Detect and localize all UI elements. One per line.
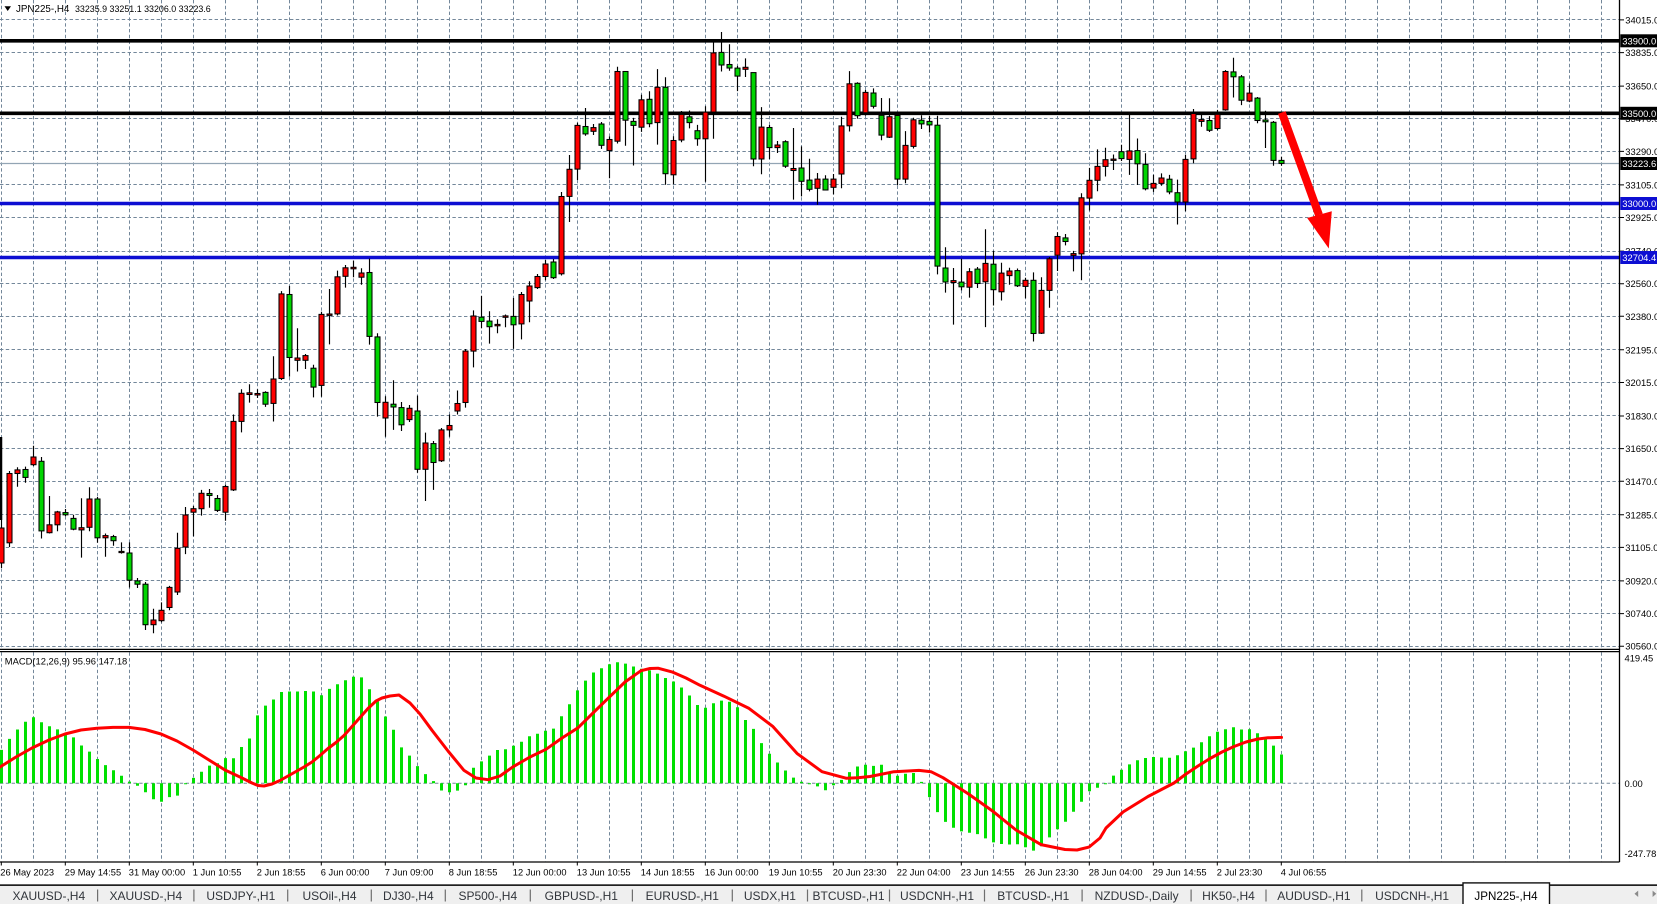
- svg-text:33650.0: 33650.0: [1625, 81, 1657, 92]
- svg-text:8 Jun 18:55: 8 Jun 18:55: [449, 867, 498, 877]
- svg-text:USDCNH-,H1: USDCNH-,H1: [1375, 889, 1449, 903]
- svg-text:16 Jun 00:00: 16 Jun 00:00: [705, 867, 759, 877]
- svg-text:32015.0: 32015.0: [1625, 377, 1657, 388]
- svg-text:33500.0: 33500.0: [1622, 108, 1656, 119]
- svg-text:32195.0: 32195.0: [1625, 344, 1657, 355]
- svg-text:20 Jun 23:30: 20 Jun 23:30: [833, 867, 887, 877]
- svg-text:MACD(12,26,9) 95.96 147.18: MACD(12,26,9) 95.96 147.18: [5, 656, 127, 667]
- svg-text:33223.6: 33223.6: [1622, 158, 1656, 169]
- svg-text:30920.0: 30920.0: [1625, 575, 1657, 586]
- svg-text:32704.4: 32704.4: [1622, 252, 1656, 263]
- svg-text:31830.0: 31830.0: [1625, 411, 1657, 422]
- svg-text:22 Jun 04:00: 22 Jun 04:00: [897, 867, 951, 877]
- svg-text:31285.0: 31285.0: [1625, 509, 1657, 520]
- svg-text:NZDUSD-,Daily: NZDUSD-,Daily: [1095, 889, 1179, 903]
- svg-text:USOil-,H4: USOil-,H4: [302, 889, 356, 903]
- svg-text:USDX,H1: USDX,H1: [744, 889, 796, 903]
- svg-text:USDCNH-,H1: USDCNH-,H1: [900, 889, 974, 903]
- svg-text:33000.0: 33000.0: [1622, 198, 1656, 209]
- svg-text:-247.78: -247.78: [1625, 848, 1657, 859]
- svg-text:32380.0: 32380.0: [1625, 311, 1657, 322]
- svg-text:SP500-,H4: SP500-,H4: [458, 889, 517, 903]
- svg-text:33290.0: 33290.0: [1625, 146, 1657, 157]
- svg-text:30560.0: 30560.0: [1625, 641, 1657, 652]
- svg-text:EURUSD-,H1: EURUSD-,H1: [646, 889, 720, 903]
- svg-text:31105.0: 31105.0: [1625, 542, 1657, 553]
- svg-text:31650.0: 31650.0: [1625, 443, 1657, 454]
- svg-text:34015.0: 34015.0: [1625, 14, 1657, 25]
- svg-text:AUDUSD-,H1: AUDUSD-,H1: [1277, 889, 1351, 903]
- svg-text:33900.0: 33900.0: [1622, 35, 1656, 46]
- svg-text:4 Jul 06:55: 4 Jul 06:55: [1281, 867, 1327, 877]
- svg-text:2 Jul 23:30: 2 Jul 23:30: [1217, 867, 1263, 877]
- svg-text:32560.0: 32560.0: [1625, 278, 1657, 289]
- svg-text:32925.0: 32925.0: [1625, 212, 1657, 223]
- svg-text:7 Jun 09:00: 7 Jun 09:00: [385, 867, 434, 877]
- svg-text:33105.0: 33105.0: [1625, 179, 1657, 190]
- svg-text:2 Jun 18:55: 2 Jun 18:55: [257, 867, 306, 877]
- svg-text:JPN225-,H4: JPN225-,H4: [16, 4, 70, 15]
- svg-text:1 Jun 10:55: 1 Jun 10:55: [193, 867, 242, 877]
- svg-text:29 Jun 14:55: 29 Jun 14:55: [1153, 867, 1207, 877]
- svg-text:13 Jun 10:55: 13 Jun 10:55: [577, 867, 631, 877]
- svg-text:BTCUSD-,H1: BTCUSD-,H1: [997, 889, 1069, 903]
- svg-text:26 May 2023: 26 May 2023: [0, 867, 54, 877]
- svg-text:XAUUSD-,H4: XAUUSD-,H4: [109, 889, 182, 903]
- svg-text:HK50-,H4: HK50-,H4: [1202, 889, 1255, 903]
- svg-text:USDJPY-,H1: USDJPY-,H1: [206, 889, 275, 903]
- svg-text:19 Jun 10:55: 19 Jun 10:55: [769, 867, 823, 877]
- svg-text:26 Jun 23:30: 26 Jun 23:30: [1025, 867, 1079, 877]
- svg-text:33235.9 33251.1 33206.0 33223.: 33235.9 33251.1 33206.0 33223.6: [75, 4, 211, 14]
- svg-text:BTCUSD-,H1: BTCUSD-,H1: [812, 889, 884, 903]
- svg-text:0.00: 0.00: [1625, 778, 1643, 789]
- svg-text:33835.0: 33835.0: [1625, 47, 1657, 58]
- svg-text:GBPUSD-,H1: GBPUSD-,H1: [545, 889, 619, 903]
- svg-text:28 Jun 04:00: 28 Jun 04:00: [1089, 867, 1143, 877]
- svg-text:6 Jun 00:00: 6 Jun 00:00: [321, 867, 370, 877]
- svg-text:14 Jun 18:55: 14 Jun 18:55: [641, 867, 695, 877]
- svg-text:419.45: 419.45: [1625, 653, 1654, 664]
- svg-text:29 May 14:55: 29 May 14:55: [65, 867, 121, 877]
- svg-text:31470.0: 31470.0: [1625, 476, 1657, 487]
- svg-text:31 May 00:00: 31 May 00:00: [129, 867, 185, 877]
- svg-text:DJ30-,H4: DJ30-,H4: [383, 889, 434, 903]
- svg-text:XAUUSD-,H4: XAUUSD-,H4: [12, 889, 85, 903]
- svg-text:JPN225-,H4: JPN225-,H4: [1474, 890, 1538, 903]
- svg-text:23 Jun 14:55: 23 Jun 14:55: [961, 867, 1015, 877]
- svg-text:30740.0: 30740.0: [1625, 608, 1657, 619]
- svg-text:12 Jun 00:00: 12 Jun 00:00: [513, 867, 567, 877]
